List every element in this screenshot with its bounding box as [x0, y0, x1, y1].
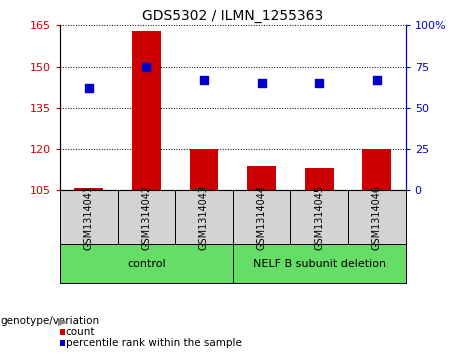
Point [200, 77, 207, 83]
Text: NELF B subunit deletion: NELF B subunit deletion [253, 259, 386, 269]
Bar [175, 190, 233, 244]
Text: control: control [127, 259, 165, 269]
Point [85, 85, 92, 91]
Bar [189, 149, 219, 190]
Text: GSM1314045: GSM1314045 [314, 185, 324, 250]
Bar [233, 244, 406, 283]
Text: percentile rank within the sample: percentile rank within the sample [66, 338, 242, 348]
Text: genotype/variation: genotype/variation [0, 316, 99, 326]
Bar [132, 31, 161, 190]
Bar [290, 190, 348, 244]
Bar [60, 244, 233, 283]
Text: ▶: ▶ [58, 316, 66, 326]
Text: GSM1314042: GSM1314042 [142, 185, 151, 250]
Point [142, 64, 150, 70]
Bar [74, 188, 103, 190]
Bar [233, 190, 290, 244]
Bar [60, 190, 118, 244]
Bar [348, 190, 406, 244]
Text: GSM1314043: GSM1314043 [199, 185, 209, 250]
Bar [362, 149, 391, 190]
Point [315, 80, 323, 86]
Text: GSM1314046: GSM1314046 [372, 185, 382, 250]
Bar [305, 168, 334, 190]
Point [373, 77, 381, 83]
Point [258, 80, 266, 86]
Bar [118, 190, 175, 244]
Text: GSM1314041: GSM1314041 [84, 185, 94, 250]
Text: count: count [66, 327, 95, 337]
Text: GSM1314044: GSM1314044 [257, 185, 266, 250]
Bar [247, 166, 276, 190]
Title: GDS5302 / ILMN_1255363: GDS5302 / ILMN_1255363 [142, 9, 324, 23]
